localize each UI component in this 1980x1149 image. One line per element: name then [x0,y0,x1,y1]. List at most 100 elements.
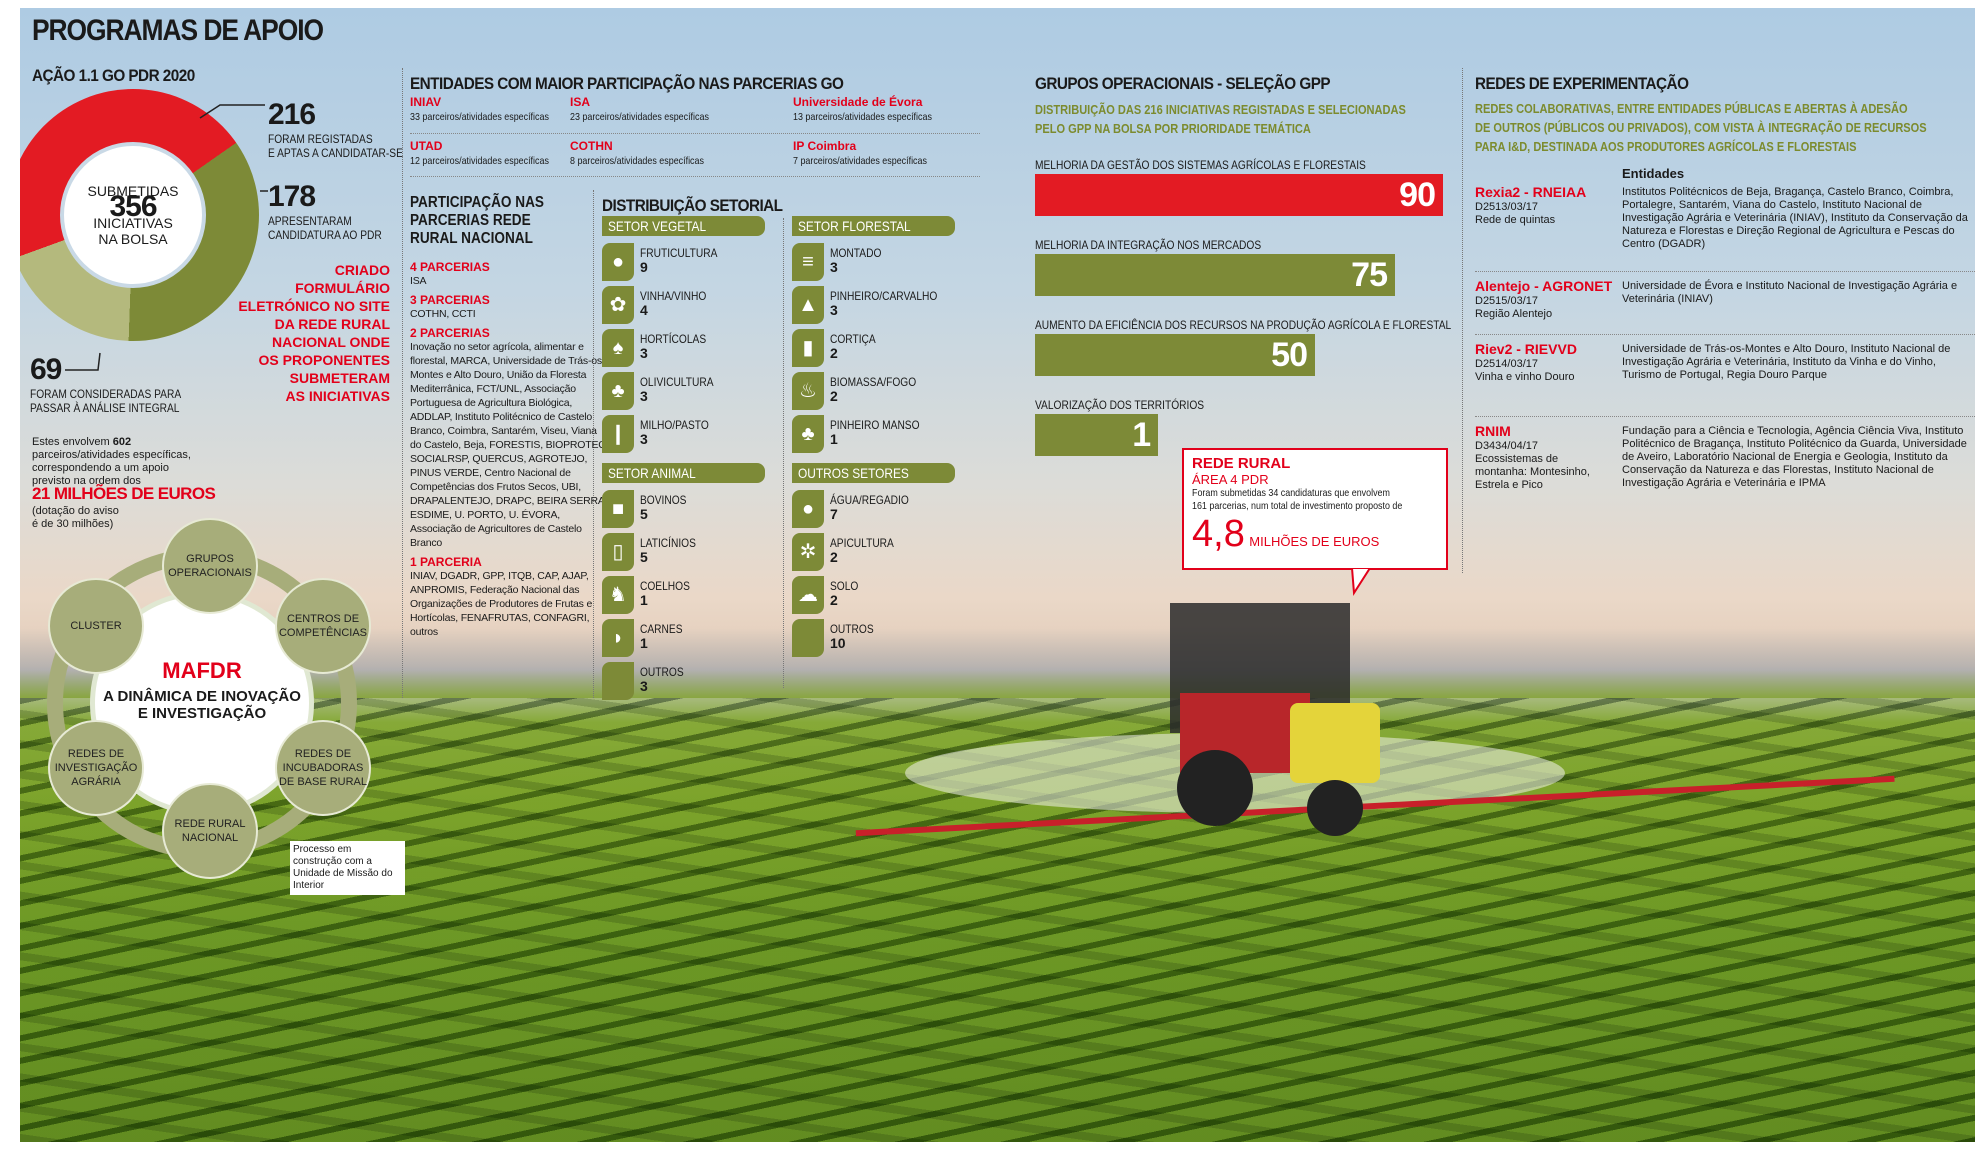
stat-label: APRESENTARAM [268,214,352,228]
parceria-text: INIAV, DGADR, GPP, ITQB, CAP, AJAP, ANPR… [410,570,593,638]
accao-title: AÇÃO 1.1 GO PDR 2020 [32,66,195,85]
sector-header: OUTROS SETORES [792,463,955,483]
investment-detail: Estes envolvem 602 parceiros/atividades … [32,436,207,488]
red-note-line: SUBMETERAM [289,370,390,386]
cycle-node: CENTROS DE COMPETÊNCIAS [275,578,371,674]
rede-name: Rexia2 - RNEIAA [1475,184,1587,200]
sector-item: ● FRUTICULTURA 9 [602,243,772,281]
title-line: RURAL NACIONAL [410,230,533,247]
field-icon: ≡ [792,243,824,281]
submissions-donut: SUBMETIDAS 356 INICIATIVAS NA BOLSA [20,89,259,341]
item-value: 2 [830,345,838,361]
meat-icon: ◗ [602,619,634,657]
cow-icon: ■ [602,490,634,528]
apple-icon: ● [602,243,634,281]
parceria-text: Inovação no setor agrícola, alimentar e … [410,341,609,549]
milk-jar-icon: ▯ [602,533,634,571]
sector-item: ● ÁGUA/REGADIO 7 [792,490,962,528]
sector-name: SETOR VEGETAL [608,218,707,234]
rede-code: D2515/03/17 [1475,295,1538,307]
stat-number: 216 [268,98,316,131]
subtitle-line: PARA I&D, DESTINADA AOS PRODUTORES AGRÍC… [1475,139,1857,154]
entity-name: Universidade de Évora [793,95,923,109]
umbrella-pine-icon: ♣ [792,415,824,453]
red-note-line: FORMULÁRIO [295,280,390,296]
sector-item: ✿ VINHA/VINHO 4 [602,286,772,324]
stat-number: 69 [30,353,62,386]
item-value: 5 [640,549,648,565]
rede-rural-callout: REDE RURAL ÁREA 4 PDR Foram submetidas 3… [1182,448,1448,570]
item-value: 3 [640,678,648,694]
entity-desc: 7 parceiros/atividades específicas [793,155,927,167]
callout-text: 161 parcerias, num total de investimento… [1192,500,1403,512]
cycle-node: CLUSTER [48,578,144,674]
item-value: 3 [640,431,648,447]
stat-216: 216 FORAM REGISTADAS E APTAS A CANDIDATA… [268,98,427,160]
red-note-line: AS INICIATIVAS [285,388,391,404]
item-label: BIOMASSA/FOGO [830,375,917,389]
bar-1: 90 [1035,174,1443,216]
soil-icon: ☁ [792,576,824,614]
sector-item: ▮ CORTIÇA 2 [792,329,962,367]
rede-desc: Região Alentejo [1475,308,1553,320]
item-label: FRUTICULTURA [640,246,718,260]
cycle-title-block: MAFDR A DINÂMICA DE INOVAÇÃO E INVESTIGA… [90,658,314,722]
entity-name: INIAV [410,95,442,109]
entity-desc: 13 parceiros/atividades específicas [793,111,932,123]
item-value: 2 [830,549,838,565]
item-value: 10 [830,635,846,651]
amount-unit: MILHÕES DE EUROS [1249,534,1380,549]
divider [593,190,594,698]
item-label: LATICÍNIOS [640,536,696,550]
item-value: 9 [640,259,648,275]
entidades-title: ENTIDADES COM MAIOR PARTICIPAÇÃO NAS PAR… [410,74,844,93]
item-label: PINHEIRO MANSO [830,418,920,432]
note-line: (dotação do aviso [32,505,119,517]
cycle-subtitle: A DINÂMICA DE INOVAÇÃO [103,688,301,705]
bar-3: 50 [1035,334,1315,376]
cycle-node: REDE RURAL NACIONAL [162,783,258,879]
donut-leader-lines [65,104,268,371]
distribuicao-title: DISTRIBUIÇÃO SETORIAL [602,196,783,215]
sector-name: SETOR FLORESTAL [798,218,911,234]
title-line: PARCERIAS REDE [410,212,531,229]
bar-label: MELHORIA DA GESTÃO DOS SISTEMAS AGRÍCOLA… [1035,158,1366,172]
divider [402,68,403,698]
sector-item: ■ BOVINOS 5 [602,490,772,528]
rede-code: D3434/04/17 [1475,440,1538,452]
investment-amount: 21 MILHÕES DE EUROS [32,484,216,503]
stat-178: 178 APRESENTARAM CANDIDATURA AO PDR [268,180,402,242]
item-label: OUTROS [640,665,684,679]
callout-pointer [1350,568,1372,597]
item-value: 1 [640,592,648,608]
sprayer-boom [855,775,1895,837]
sector-item: ♠ HORTÍCOLAS 3 [602,329,772,367]
divider [1475,271,1975,272]
item-value: 2 [830,592,838,608]
red-note-line: DA REDE RURAL [274,316,390,332]
item-label: MONTADO [830,246,882,260]
sector-header: SETOR VEGETAL [602,216,765,236]
item-label: CORTIÇA [830,332,876,346]
item-label: OLIVICULTURA [640,375,714,389]
sector-header: SETOR FLORESTAL [792,216,955,236]
parceria-label: 2 PARCERIAS [410,326,490,340]
sector-item: ▯ LATICÍNIOS 5 [602,533,772,571]
tractor-wheel [1307,780,1363,836]
red-note: CRIADO FORMULÁRIO ELETRÓNICO NO SITE DA RED… [220,261,390,405]
cycle-node: REDES DE INVESTIGAÇÃO AGRÁRIA [48,720,144,816]
spray-tank [1290,703,1380,783]
cycle-node: REDES DE INCUBADORAS DE BASE RURAL [275,720,371,816]
subtitle-line: PELO GPP NA BOLSA POR PRIORIDADE TEMÁTIC… [1035,121,1311,136]
bee-icon: ✲ [792,533,824,571]
divider [410,133,980,134]
callout-title: REDE RURAL [1192,455,1291,472]
donut-center-label: SUBMETIDAS [87,183,179,199]
subtitle-line: DISTRIBUIÇÃO DAS 216 INICIATIVAS REGISTA… [1035,102,1406,117]
rede-entities: Universidade de Évora e Instituto Nacion… [1622,280,1958,305]
rede-code: D2514/03/17 [1475,358,1538,370]
participacao-title: PARTICIPAÇÃO NAS PARCERIAS REDE RURAL NA… [410,194,568,248]
water-drop-icon: ● [792,490,824,528]
subtitle-line: REDES COLABORATIVAS, ENTRE ENTIDADES PÚB… [1475,101,1908,116]
rede-name: Riev2 - RIEVVD [1475,341,1577,357]
